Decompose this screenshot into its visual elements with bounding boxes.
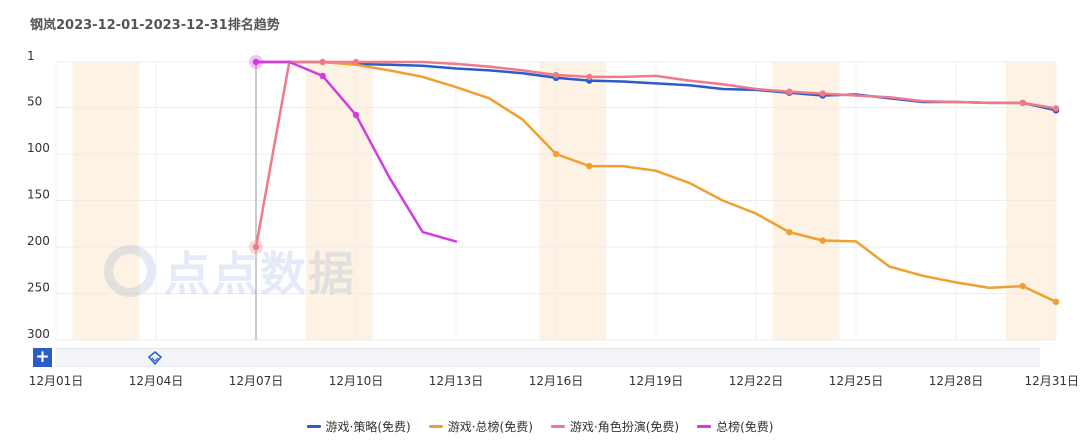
series-marker-2-8: [1052, 105, 1060, 112]
x-tick-label-10: 12月31日: [1024, 374, 1079, 388]
series-marker-2-2: [352, 58, 360, 66]
series-marker-3-0: [252, 58, 260, 66]
y-tick-label-5: 250: [27, 281, 50, 295]
series-marker-2-0: [252, 243, 260, 251]
grid-lines: [55, 61, 1057, 341]
series-line-2: [254, 60, 1058, 249]
series-marker-1-4: [1019, 282, 1026, 290]
x-tick-label-7: 12月22日: [729, 374, 784, 388]
x-tick-label-9: 12月28日: [929, 374, 984, 388]
x-tick-label-1: 12月04日: [129, 374, 184, 388]
legend-swatch: [697, 425, 712, 428]
series-marker-2-3: [552, 71, 560, 79]
series-marker-2-5: [786, 88, 793, 95]
series-marker-1-1: [586, 162, 593, 170]
legend-label: 游戏·策略(免费): [325, 420, 411, 434]
legend-swatch: [428, 425, 443, 428]
legend-item-2[interactable]: 游戏·角色扮演(免费): [550, 418, 680, 435]
series-marker-1-0: [552, 150, 560, 158]
series-marker-2-6: [819, 90, 826, 97]
x-tick-label-2: 12月07日: [229, 374, 284, 388]
diamond-marker-icon[interactable]: [148, 351, 162, 365]
y-tick-label-6: 300: [27, 327, 50, 341]
y-tick-label-2: 100: [27, 141, 50, 155]
series-marker-3-2: [352, 111, 360, 119]
chart-title: 钢岚2023-12-01-2023-12-31排名趋势: [30, 18, 280, 33]
series-markers: [249, 55, 1060, 306]
legend-item-1[interactable]: 游戏·总榜(免费): [428, 418, 533, 435]
legend-swatch: [550, 425, 565, 428]
x-tick-label-5: 12月16日: [529, 374, 584, 388]
legend-item-0[interactable]: 游戏·策略(免费): [306, 418, 411, 435]
series-marker-1-3: [819, 237, 826, 244]
y-tick-label-3: 150: [27, 188, 50, 202]
series-marker-2-7: [1019, 99, 1026, 107]
y-tick-label-0: 1: [27, 49, 35, 63]
series-line-1: [254, 60, 1058, 304]
legend-item-3[interactable]: 总榜(免费): [697, 418, 773, 435]
x-tick-label-3: 12月10日: [329, 374, 384, 388]
x-tick-label-0: 12月01日: [29, 374, 84, 388]
x-tick-label-6: 12月19日: [629, 374, 684, 388]
legend-label: 总榜(免费): [716, 420, 774, 434]
zoom-add-button[interactable]: +: [33, 348, 52, 367]
series-marker-2-1: [319, 58, 326, 66]
y-tick-label-4: 200: [27, 234, 50, 248]
series-marker-1-2: [786, 228, 793, 236]
legend-label: 游戏·总榜(免费): [447, 420, 533, 434]
series-marker-3-1: [319, 72, 326, 80]
x-axis: 12月01日 12月04日 12月07日 12月10日 12月13日 12月16日 12月1…: [29, 374, 1079, 388]
x-tick-label-8: 12月25日: [829, 374, 884, 388]
legend-label: 游戏·角色扮演(免费): [569, 420, 680, 434]
series-marker-1-5: [1052, 298, 1060, 306]
x-tick-label-4: 12月13日: [429, 374, 484, 388]
y-tick-label-1: 50: [27, 95, 42, 109]
series-marker-2-4: [586, 73, 593, 81]
legend-swatch: [306, 425, 321, 428]
range-slider-track[interactable]: [55, 348, 1040, 367]
chart-legend: 游戏·策略(免费) 游戏·总榜(免费) 游戏·角色扮演(免费) 总榜(免费): [0, 418, 1080, 435]
